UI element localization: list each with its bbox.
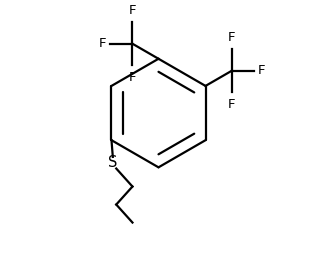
Text: F: F [128, 71, 136, 83]
Text: F: F [228, 98, 236, 111]
Text: S: S [108, 155, 118, 170]
Text: F: F [99, 37, 107, 50]
Text: F: F [258, 64, 265, 77]
Text: F: F [128, 4, 136, 17]
Text: F: F [228, 31, 236, 44]
